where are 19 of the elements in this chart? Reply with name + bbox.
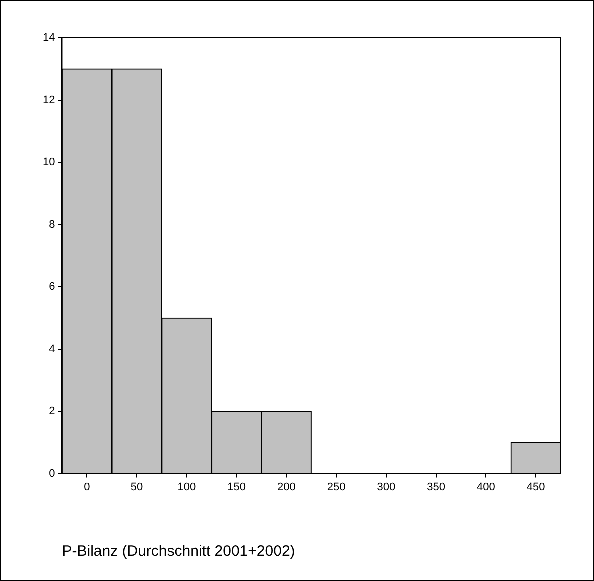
y-tick-label: 8 xyxy=(49,218,56,231)
x-tick-label: 250 xyxy=(327,481,346,494)
x-tick-label: 200 xyxy=(278,481,296,494)
x-tick-label: 350 xyxy=(427,481,446,494)
y-tick-label: 6 xyxy=(49,281,56,294)
x-tick-label: 50 xyxy=(130,481,144,494)
x-tick-label: 300 xyxy=(377,481,396,494)
x-tick-label: 100 xyxy=(178,481,196,494)
y-tick-label: 10 xyxy=(42,156,56,169)
x-axis-title: P-Bilanz (Durchschnitt 2001+2002) xyxy=(62,543,296,560)
y-tick-label: 2 xyxy=(49,406,56,418)
y-tick-label: 4 xyxy=(49,343,56,356)
x-tick-label: 400 xyxy=(477,481,496,494)
x-tick-label: 150 xyxy=(228,481,246,494)
x-tick-label: 450 xyxy=(526,481,546,494)
y-tick-label: 0 xyxy=(49,468,56,480)
x-tick-label: 0 xyxy=(84,481,90,494)
y-tick-label: 14 xyxy=(42,32,56,44)
y-tick-label: 12 xyxy=(42,94,56,106)
